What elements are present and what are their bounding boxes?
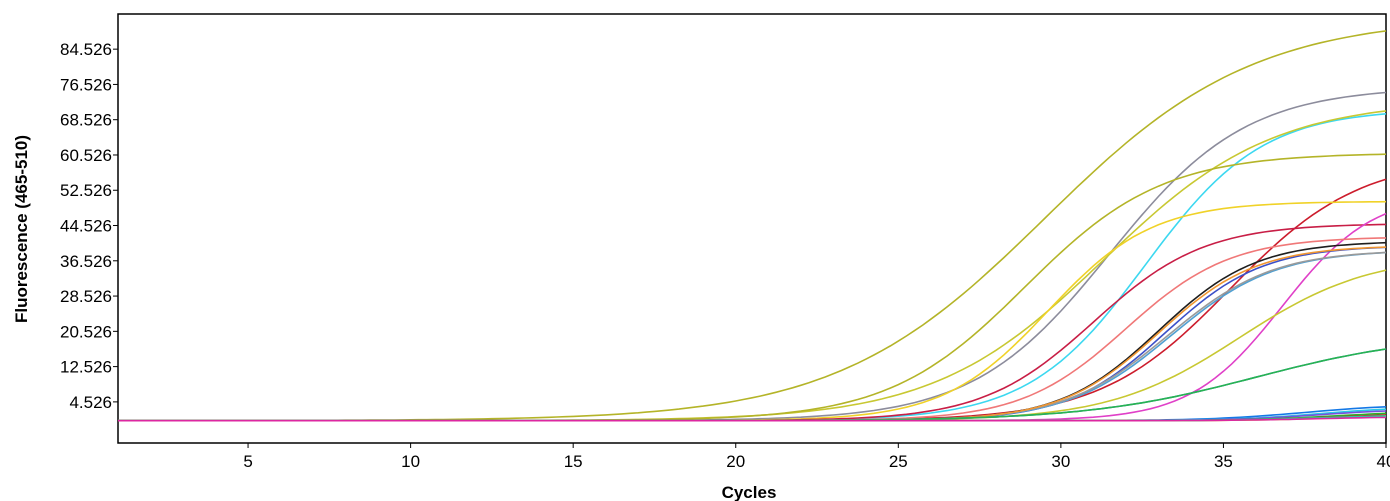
x-tick-label: 25 xyxy=(889,452,908,471)
x-axis-title: Cycles xyxy=(722,483,777,501)
x-tick-label: 30 xyxy=(1051,452,1070,471)
x-axis: 5 10 15 20 25 30 35 40 xyxy=(243,443,1390,471)
y-tick-label: 68.526 xyxy=(60,111,112,130)
y-tick-label: 28.526 xyxy=(60,287,112,306)
x-tick-label: 20 xyxy=(726,452,745,471)
y-tick-label: 52.526 xyxy=(60,181,112,200)
y-tick-label: 20.526 xyxy=(60,322,112,341)
y-axis: 4.526 12.526 20.526 28.526 36.526 44.526 52.52… xyxy=(60,40,118,412)
x-tick-label: 10 xyxy=(401,452,420,471)
y-tick-label: 12.526 xyxy=(60,358,112,377)
x-tick-label: 15 xyxy=(564,452,583,471)
x-tick-label: 40 xyxy=(1377,452,1390,471)
y-tick-label: 36.526 xyxy=(60,252,112,271)
plot-area xyxy=(117,13,1387,444)
y-tick-label: 4.526 xyxy=(69,393,112,412)
x-tick-label: 35 xyxy=(1214,452,1233,471)
y-tick-label: 60.526 xyxy=(60,146,112,165)
y-tick-label: 44.526 xyxy=(60,217,112,236)
series-layer xyxy=(118,30,1387,422)
y-tick-label: 76.526 xyxy=(60,75,112,94)
x-tick-label: 5 xyxy=(243,452,252,471)
y-tick-label: 84.526 xyxy=(60,40,112,59)
series-line-26 xyxy=(118,416,1387,422)
y-axis-title: Fluorescence (465-510) xyxy=(12,135,31,323)
